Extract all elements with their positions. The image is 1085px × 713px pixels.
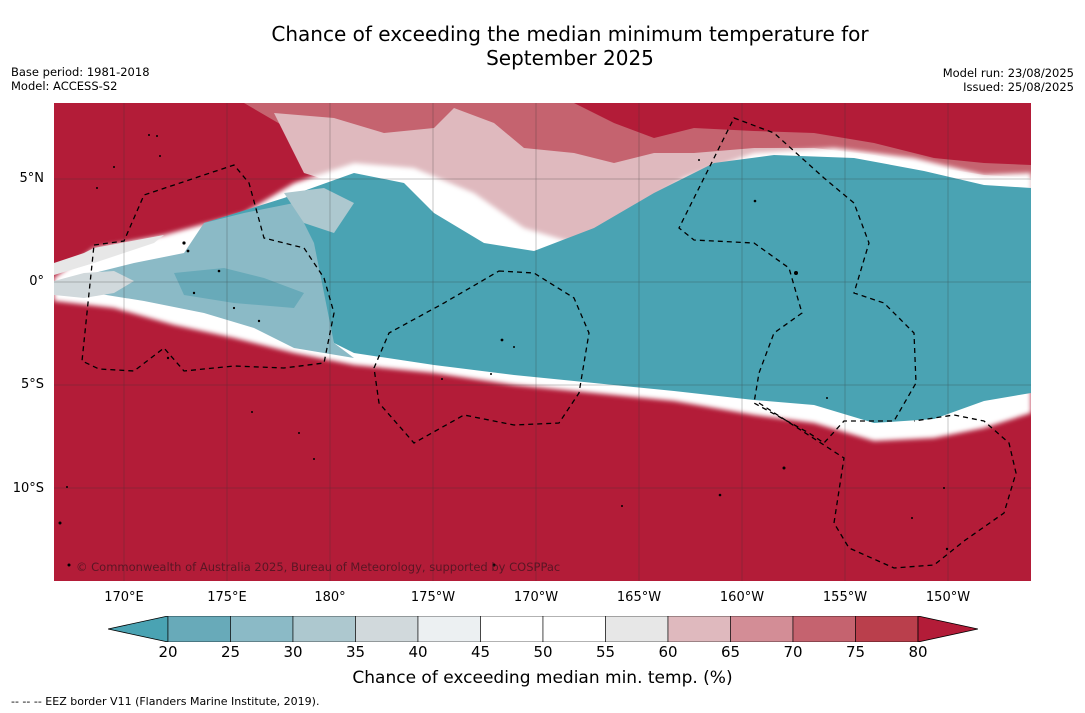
map-svg	[54, 103, 1031, 581]
lat-label-5s: 5°S	[20, 377, 44, 392]
lon-label-175e: 175°E	[207, 590, 247, 605]
colorbar-cell	[792, 616, 856, 642]
colorbar-low-extend	[108, 616, 169, 642]
colorbar-tick-label: 30	[283, 643, 303, 661]
colorbar-tick-label: 45	[470, 643, 491, 661]
lat-label-10s: 10°S	[12, 481, 44, 496]
colorbar-tick-label: 50	[533, 643, 553, 661]
colorbar-cell	[605, 616, 669, 642]
lon-label-180: 180°	[314, 590, 346, 605]
eez-borders	[81, 117, 1017, 569]
colorbar-tick-label: 60	[658, 643, 678, 661]
colorbar-cell	[542, 616, 606, 642]
colorbar-tick-label: 75	[845, 643, 866, 661]
cool-tongue	[204, 155, 1031, 423]
lon-label-155w: 155°W	[822, 590, 868, 605]
colorbar-cell	[855, 616, 919, 642]
cool-tongue-west-pale	[284, 188, 354, 233]
title-line-1: Chance of exceeding the median minimum t…	[271, 22, 869, 46]
colorbar-tick-label: 25	[220, 643, 241, 661]
meta-right: Model run: 23/08/2025 Issued: 25/08/2025	[943, 66, 1074, 94]
lon-label-165w: 165°W	[616, 590, 662, 605]
lon-label-170w: 170°W	[513, 590, 559, 605]
eez-phoenix	[373, 270, 590, 444]
map-panel: © Commonwealth of Australia 2025, Bureau…	[54, 103, 1031, 581]
colorbar-tick-label: 40	[408, 643, 428, 661]
colorbar-cell	[730, 616, 794, 642]
meta-left: Base period: 1981-2018 Model: ACCESS-S2	[11, 65, 150, 93]
colorbar-cell	[417, 616, 481, 642]
colorbar-tick-label: 80	[908, 643, 928, 661]
copyright-notice: © Commonwealth of Australia 2025, Bureau…	[76, 560, 561, 574]
colorbar-cell	[167, 616, 231, 642]
issued-date: Issued: 25/08/2025	[963, 80, 1074, 94]
colorbar-tick-label: 65	[720, 643, 741, 661]
colorbar-tick-label: 20	[158, 643, 178, 661]
chart-title: Chance of exceeding the median minimum t…	[160, 22, 980, 70]
model-name: Model: ACCESS-S2	[11, 79, 118, 93]
title-line-2: September 2025	[486, 46, 654, 70]
colorbar-cell	[667, 616, 731, 642]
light-gray-band	[54, 235, 164, 275]
base-period: Base period: 1981-2018	[11, 65, 150, 79]
colorbar-label: Chance of exceeding median min. temp. (%…	[352, 668, 733, 688]
lon-label-175w: 175°W	[410, 590, 456, 605]
colorbar	[108, 616, 978, 642]
colorbar-cell	[230, 616, 294, 642]
eez-footnote: -- -- -- EEZ border V11 (Flanders Marine…	[11, 695, 320, 708]
model-run: Model run: 23/08/2025	[942, 66, 1074, 80]
colorbar-cell	[292, 616, 356, 642]
colorbar-tick-label: 70	[783, 643, 803, 661]
lon-label-150w: 150°W	[925, 590, 971, 605]
colorbar-cell	[480, 616, 544, 642]
colorbar-tick-label: 55	[595, 643, 616, 661]
colorbar-high-extend	[917, 616, 978, 642]
cool-tongue-west-paler	[54, 271, 134, 298]
lon-label-160w: 160°W	[719, 590, 765, 605]
graticule	[54, 103, 1031, 581]
colorbar-tick-label: 35	[345, 643, 366, 661]
cool-tongue-west-core	[174, 268, 304, 308]
islands	[58, 134, 949, 567]
colorbar-cells	[167, 616, 919, 642]
lat-label-5n: 5°N	[19, 171, 45, 186]
colorbar-cell	[355, 616, 419, 642]
lon-label-170e: 170°E	[104, 590, 144, 605]
lat-label-0: 0°	[29, 274, 44, 289]
eez-cook-tokelau	[758, 402, 1017, 569]
